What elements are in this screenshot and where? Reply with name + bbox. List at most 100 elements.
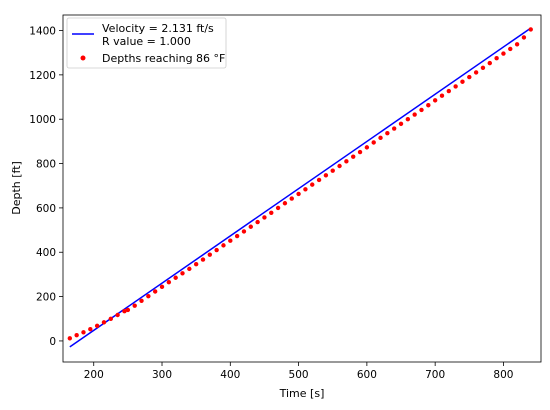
data-point (125, 307, 131, 313)
data-point (364, 145, 370, 150)
data-point (316, 177, 322, 183)
data-point (310, 182, 315, 187)
data-point (480, 65, 486, 70)
data-point (289, 196, 294, 201)
y-tick-label: 1000 (29, 114, 56, 126)
data-point (180, 271, 185, 276)
legend-fit-label-1: Velocity = 2.131 ft/s (102, 22, 214, 35)
data-point (439, 93, 445, 98)
legend-scatter-label: Depths reaching 86 °F (102, 52, 225, 65)
x-tick-label: 700 (425, 369, 445, 381)
y-tick-label: 400 (36, 247, 56, 259)
plot-area (62, 14, 542, 363)
data-point (323, 173, 329, 178)
y-tick-label: 0 (49, 336, 56, 348)
data-point (344, 159, 349, 164)
data-point (419, 107, 424, 113)
data-point (282, 201, 288, 206)
data-point (234, 233, 240, 239)
data-point (412, 112, 417, 117)
data-point (432, 98, 438, 103)
data-point (193, 262, 199, 267)
legend-dot-swatch (80, 55, 86, 61)
data-point (378, 135, 383, 141)
data-point (152, 289, 158, 294)
data-point (173, 275, 178, 280)
x-tick-label: 200 (84, 369, 104, 381)
data-point (132, 303, 137, 308)
x-tick-label: 800 (493, 369, 513, 381)
data-point (426, 103, 431, 108)
data-point (494, 56, 499, 61)
data-point (501, 51, 506, 56)
legend-fit-label-2: R value = 1.000 (102, 35, 191, 48)
data-point (351, 154, 356, 159)
data-point (508, 46, 513, 52)
x-tick-label: 600 (357, 369, 377, 381)
y-tick-label: 800 (36, 159, 56, 171)
data-point (262, 215, 267, 220)
data-point (200, 257, 206, 262)
data-point (296, 191, 301, 197)
data-point (453, 84, 458, 89)
data-point (146, 293, 151, 299)
data-point (241, 229, 247, 234)
data-point (275, 205, 281, 211)
data-point (221, 243, 226, 248)
data-point (159, 284, 165, 290)
data-point (405, 117, 411, 122)
data-point (521, 35, 527, 40)
data-point (67, 336, 73, 341)
data-point (94, 323, 100, 329)
data-points-layer (67, 27, 533, 341)
data-point (467, 74, 472, 80)
data-point (460, 79, 465, 84)
data-point (337, 163, 342, 169)
data-point (487, 60, 492, 66)
data-point (248, 224, 253, 229)
data-point (303, 187, 308, 192)
data-point (330, 168, 335, 173)
data-point (514, 42, 520, 47)
data-point (473, 70, 479, 75)
data-point (166, 279, 172, 285)
data-point (528, 27, 533, 32)
x-tick-label: 400 (220, 369, 240, 381)
y-tick-label: 1400 (29, 26, 56, 38)
x-axis-ticks: 200 300 400 500 600 700 800 (84, 362, 513, 381)
data-point (122, 309, 127, 314)
y-tick-label: 1200 (29, 70, 56, 82)
data-point (139, 298, 144, 304)
data-point (357, 149, 363, 155)
data-point (446, 88, 452, 94)
y-axis-ticks: 0 200 400 600 800 1000 1200 1400 (29, 26, 63, 348)
data-point (269, 210, 274, 215)
data-point (391, 126, 397, 131)
x-tick-label: 500 (289, 369, 309, 381)
data-point (108, 316, 114, 321)
data-point (371, 140, 376, 145)
data-point (228, 238, 233, 243)
data-point (115, 312, 120, 318)
data-point (88, 326, 93, 332)
data-point (81, 330, 86, 335)
x-axis-label: Time [s] (279, 387, 325, 400)
y-tick-label: 600 (36, 203, 56, 215)
legend: Velocity = 2.131 ft/s R value = 1.000 De… (66, 17, 227, 69)
y-tick-label: 200 (36, 292, 56, 304)
data-point (214, 247, 219, 253)
data-point (398, 121, 404, 127)
data-point (255, 219, 260, 225)
legend-box (66, 17, 227, 69)
y-axis-label: Depth [ft] (10, 161, 23, 215)
data-point (74, 332, 79, 338)
data-point (101, 320, 107, 325)
fit-line-layer (69, 27, 532, 348)
data-point (385, 130, 390, 136)
data-point (207, 252, 213, 257)
plot-frame (62, 14, 542, 363)
x-tick-label: 300 (152, 369, 172, 381)
fit-line (69, 27, 532, 348)
data-point (187, 266, 192, 272)
